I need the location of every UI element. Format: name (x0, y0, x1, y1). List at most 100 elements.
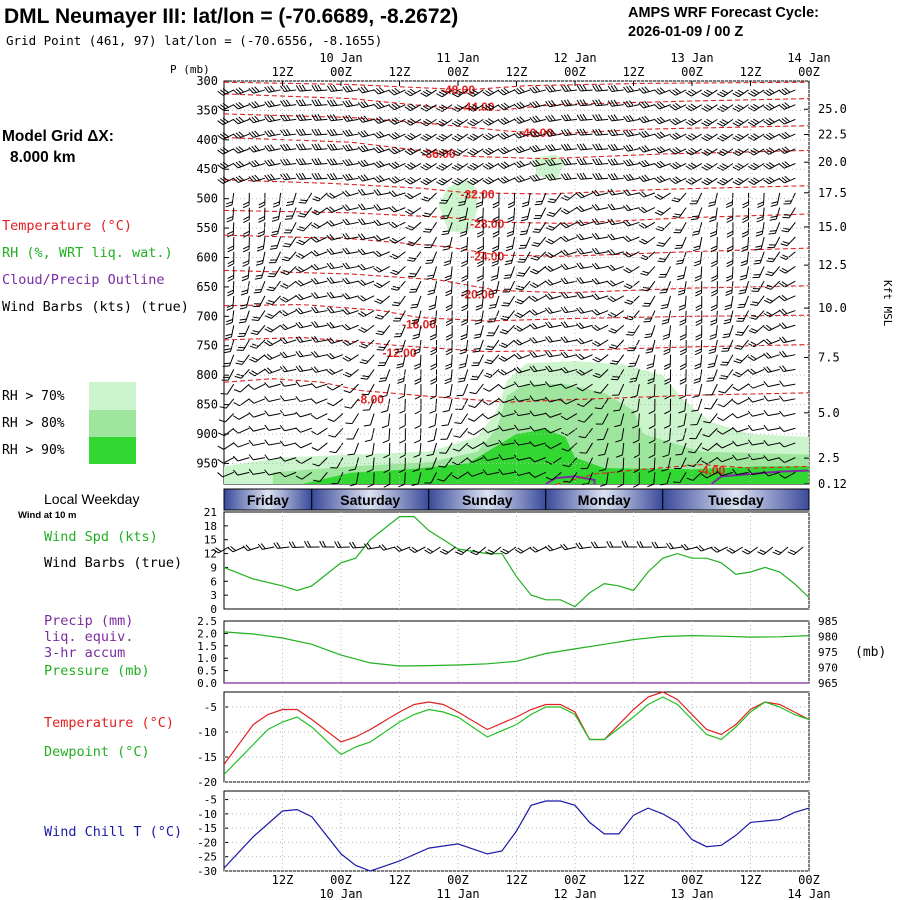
wind-barb (467, 413, 484, 422)
barb-flag (442, 548, 449, 553)
barb-flag (218, 432, 225, 437)
wind-barb (545, 442, 562, 450)
wind-barb (436, 89, 453, 98)
wind-barb (410, 295, 422, 309)
barb-flag (376, 250, 382, 256)
barb-flag (404, 210, 412, 215)
barb-flag (702, 434, 710, 438)
wind-barb (482, 398, 500, 406)
barb-flag (779, 256, 787, 260)
top-time-label: 00Z (798, 65, 820, 79)
windchill-label: Wind Chill T (°C) (44, 824, 182, 840)
wind-barb (732, 413, 749, 419)
wind-barb (694, 339, 703, 356)
barb-flag (545, 253, 552, 259)
barb-flag (445, 333, 453, 338)
barb-flag (279, 298, 287, 303)
barb-flag (737, 318, 745, 320)
barb-staff (567, 442, 578, 452)
barb-staff (659, 89, 671, 95)
barb-staff (465, 339, 469, 352)
barb-staff (767, 413, 780, 417)
barb-flag (747, 136, 755, 141)
barb-flag (613, 143, 619, 150)
wind-barb (576, 158, 593, 166)
wind-barb (373, 250, 390, 257)
barb-flag (421, 198, 429, 202)
barb-flag (610, 296, 617, 301)
barb-flag (270, 159, 276, 165)
barb-flag (582, 172, 587, 179)
barb-staff (442, 89, 453, 98)
barb-flag (580, 467, 588, 470)
bottom-time-label: 00Z (447, 873, 469, 887)
barb-flag (301, 158, 307, 165)
wind-barb (420, 148, 437, 156)
barb-flag (444, 260, 451, 264)
wind-barb (679, 369, 687, 385)
barb-staff (664, 266, 671, 278)
barb-flag (426, 277, 434, 280)
barb-flag (310, 382, 317, 389)
barb-flag (498, 439, 504, 446)
barb-flag (578, 369, 585, 375)
wind-barb (578, 427, 593, 439)
barb-flag (357, 264, 364, 271)
wind-barb (623, 266, 640, 274)
wind-barb (529, 100, 546, 109)
wind-barb (747, 133, 765, 141)
pressure-ytick-label: 970 (818, 662, 838, 675)
barb-flag (545, 460, 552, 465)
barb-flag (280, 144, 285, 151)
barb-staff (549, 118, 562, 122)
barb-staff (721, 442, 734, 449)
wind-barb (378, 369, 391, 382)
barb-flag (548, 159, 553, 166)
barb-flag (595, 423, 603, 425)
barb-flag (451, 461, 459, 466)
barb-flag (516, 132, 523, 138)
barb-flag (425, 104, 432, 109)
barb-staff (549, 89, 562, 93)
barb-flag (429, 333, 437, 338)
barb-flag (291, 541, 296, 548)
barb-flag (233, 389, 241, 393)
barb-flag (612, 376, 620, 378)
barb-staff (457, 118, 469, 127)
barb-flag (439, 202, 447, 204)
barb-staff (742, 310, 749, 322)
barb-flag (298, 202, 306, 204)
wind-barb (529, 174, 546, 182)
barb-flag (770, 215, 778, 218)
wind-barb (732, 440, 749, 447)
surface-wind-barb (680, 543, 698, 551)
barb-flag (438, 135, 445, 140)
barb-flag (529, 102, 535, 108)
barb-flag (427, 439, 435, 443)
barb-staff (268, 383, 281, 388)
barb-flag (348, 158, 354, 165)
wind-barb (429, 384, 438, 400)
barb-staff (445, 546, 456, 555)
wind-barb (298, 192, 313, 204)
barb-flag (735, 106, 742, 111)
barb-staff (643, 133, 656, 138)
barb-flag (513, 395, 519, 402)
barb-flag (489, 292, 497, 295)
wind-barb (282, 236, 297, 248)
barb-staff (602, 413, 609, 425)
barb-flag (407, 193, 414, 198)
barb-flag (345, 144, 351, 151)
barb-staff (413, 251, 422, 262)
barb-flag (413, 348, 421, 352)
barb-flag (454, 135, 461, 140)
barb-flag (329, 321, 335, 328)
barb-flag (784, 116, 791, 123)
wind-barb (310, 263, 328, 271)
wind-barb (679, 354, 687, 371)
barb-staff (450, 369, 453, 382)
wind-barb (458, 354, 469, 369)
barb-staff (534, 471, 546, 478)
barb-flag (779, 337, 785, 343)
wind-barb (217, 117, 234, 126)
